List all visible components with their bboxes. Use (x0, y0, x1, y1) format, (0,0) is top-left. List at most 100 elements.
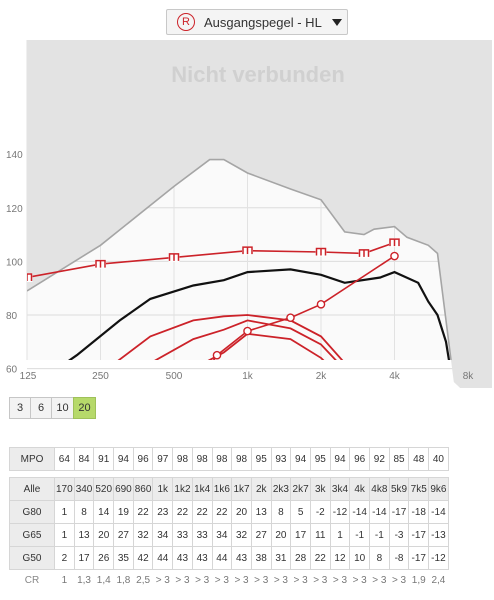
g80-cell[interactable]: 22 (211, 500, 233, 524)
g80-cell[interactable]: 8 (270, 500, 292, 524)
g50-cell[interactable]: 35 (113, 546, 134, 570)
g80-cell[interactable]: 14 (93, 500, 115, 524)
g50-cell[interactable]: 43 (231, 546, 252, 570)
mpo-marker[interactable] (168, 253, 180, 261)
mpo-cell[interactable]: 93 (270, 447, 292, 471)
g65-cell[interactable]: 33 (172, 523, 193, 547)
g65-cell[interactable]: -3 (388, 523, 410, 547)
mpo-cell[interactable]: 98 (231, 447, 252, 471)
g65-cell[interactable]: 32 (132, 523, 154, 547)
mpo-cell[interactable]: 94 (290, 447, 311, 471)
g65-cell[interactable]: 33 (191, 523, 213, 547)
g80-cell[interactable]: -18 (408, 500, 430, 524)
g65-cell[interactable]: 20 (270, 523, 292, 547)
mpo-cell[interactable]: 96 (349, 447, 370, 471)
mpo-cell[interactable]: 48 (408, 447, 430, 471)
g80-cell[interactable]: 19 (113, 500, 134, 524)
g50-cell[interactable]: 2 (54, 546, 75, 570)
mpo-cell[interactable]: 98 (172, 447, 193, 471)
mpo-cell[interactable]: 97 (152, 447, 174, 471)
g80-cell[interactable]: 8 (73, 500, 95, 524)
g80-cell[interactable]: 5 (290, 500, 311, 524)
g80-cell[interactable]: -2 (309, 500, 331, 524)
g80-cell[interactable]: -14 (369, 500, 390, 524)
g65-cell[interactable]: 1 (54, 523, 75, 547)
mpo-marker[interactable] (242, 246, 253, 255)
g50-cell[interactable]: -17 (408, 546, 430, 570)
g65-cell[interactable]: 13 (73, 523, 95, 547)
threshold-marker[interactable] (316, 299, 326, 309)
g80-cell[interactable]: -12 (329, 500, 351, 524)
g80-cell[interactable]: 22 (172, 500, 193, 524)
threshold-marker[interactable] (390, 251, 399, 261)
g65-cell[interactable]: 27 (250, 523, 272, 547)
mpo-cell[interactable]: 64 (54, 447, 75, 471)
threshold-marker[interactable] (243, 326, 252, 336)
mpo-cell[interactable]: 85 (388, 447, 410, 471)
g65-cell[interactable]: 11 (309, 523, 331, 547)
g80-cell[interactable]: 20 (231, 500, 252, 524)
mpo-marker[interactable] (315, 247, 327, 256)
g50-cell[interactable]: -8 (388, 546, 410, 570)
g50-cell[interactable]: 31 (270, 546, 292, 570)
g50-cell[interactable]: 17 (73, 546, 95, 570)
g50-cell[interactable]: -12 (428, 546, 449, 570)
g50-cell[interactable]: 12 (329, 546, 351, 570)
resolution-button-10[interactable]: 10 (51, 397, 74, 419)
g50-cell[interactable]: 44 (211, 546, 233, 570)
g65-cell[interactable]: 32 (231, 523, 252, 547)
output-level-chart[interactable]: Nicht verbunden1401201008060401252505001… (0, 40, 494, 388)
g65-cell[interactable]: -13 (428, 523, 449, 547)
g50-cell[interactable]: 43 (191, 546, 213, 570)
resolution-button-6[interactable]: 6 (30, 397, 52, 419)
g80-cell[interactable]: 22 (132, 500, 154, 524)
mpo-marker[interactable] (358, 249, 370, 257)
g65-cell[interactable]: 20 (93, 523, 115, 547)
mpo-cell[interactable]: 98 (191, 447, 213, 471)
g65-cell[interactable]: 27 (113, 523, 134, 547)
threshold-marker[interactable] (286, 313, 295, 322)
g65-cell[interactable]: 34 (211, 523, 233, 547)
g80-cell[interactable]: 22 (191, 500, 213, 524)
resolution-button-3[interactable]: 3 (9, 397, 31, 419)
mpo-cell[interactable]: 91 (93, 447, 115, 471)
g50-cell[interactable]: 44 (152, 546, 174, 570)
curve-type-dropdown[interactable]: R Ausgangspegel - HL (166, 9, 348, 35)
g50-cell[interactable]: 42 (132, 546, 154, 570)
mpo-cell[interactable]: 95 (309, 447, 331, 471)
g80-cell[interactable]: -14 (349, 500, 370, 524)
g50-cell[interactable]: 38 (250, 546, 272, 570)
g80-cell[interactable]: 23 (152, 500, 174, 524)
mpo-cell[interactable]: 94 (329, 447, 351, 471)
g65-cell[interactable]: 34 (152, 523, 174, 547)
g80-cell[interactable]: -14 (428, 500, 449, 524)
g50-cell[interactable]: 26 (93, 546, 115, 570)
threshold-marker[interactable] (212, 350, 222, 360)
mpo-cell[interactable]: 98 (211, 447, 233, 471)
mpo-cell[interactable]: 94 (113, 447, 134, 471)
mpo-cell[interactable]: 40 (428, 447, 449, 471)
mpo-cell[interactable]: 84 (73, 447, 95, 471)
g50-cell[interactable]: 43 (172, 546, 193, 570)
frequency-header-label[interactable]: Alle (9, 477, 55, 501)
g65-cell[interactable]: 1 (329, 523, 351, 547)
g80-cell[interactable]: 13 (250, 500, 272, 524)
mpo-marker[interactable] (389, 238, 400, 247)
g65-cell[interactable]: -1 (349, 523, 370, 547)
g50-cell[interactable]: 22 (309, 546, 331, 570)
g80-cell[interactable]: -17 (388, 500, 410, 524)
g80-cell[interactable]: 1 (54, 500, 75, 524)
g65-cell[interactable]: -1 (369, 523, 390, 547)
g50-cell[interactable]: 10 (349, 546, 370, 570)
mpo-cell[interactable]: 96 (132, 447, 154, 471)
mpo-cell[interactable]: 92 (369, 447, 390, 471)
g65-cell[interactable]: 17 (290, 523, 311, 547)
mpo-marker[interactable] (23, 273, 33, 281)
g50-cell[interactable]: 8 (369, 546, 390, 570)
resolution-button-20[interactable]: 20 (73, 397, 96, 419)
g65-cell[interactable]: -17 (408, 523, 430, 547)
mpo-cell[interactable]: 95 (250, 447, 272, 471)
g50-cell[interactable]: 28 (290, 546, 311, 570)
mpo-marker[interactable] (95, 259, 106, 268)
mpo-label: MPO (9, 447, 55, 471)
